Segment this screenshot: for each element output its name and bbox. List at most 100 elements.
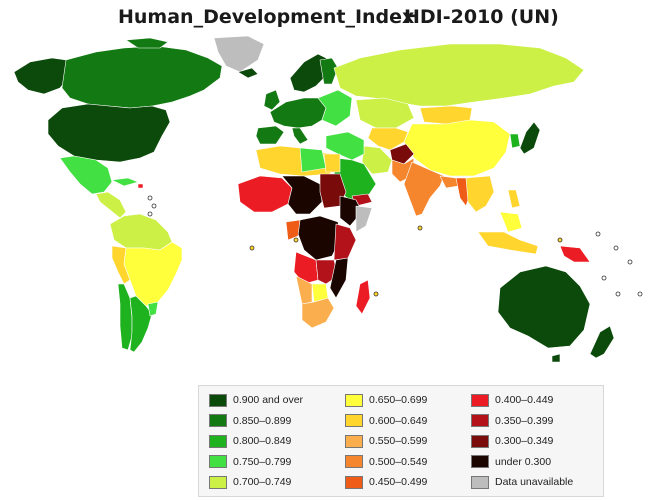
world-map: [13, 36, 643, 363]
region-afghanistan: [389, 143, 415, 165]
legend-label: 0.650–0.699: [369, 394, 428, 406]
legend-swatch: [345, 455, 363, 468]
region-middle-east: [325, 131, 365, 161]
legend-swatch: [345, 414, 363, 427]
legend-label: 0.800–0.849: [233, 435, 292, 447]
legend-label: 0.550–0.599: [369, 435, 428, 447]
region-argentina: [129, 295, 153, 353]
region-japan: [519, 121, 541, 155]
legend-label: Data unavailable: [495, 476, 574, 488]
region-borneo: [499, 211, 523, 233]
legend-item: 0.300–0.349: [471, 433, 553, 449]
region-korea: [509, 133, 521, 149]
legend-item: 0.750–0.799: [209, 454, 291, 470]
region-russia: [333, 43, 585, 107]
legend-item: 0.600–0.649: [345, 413, 427, 429]
region-philippines: [507, 189, 521, 209]
region-egypt: [323, 153, 341, 173]
legend: 0.900 and over 0.850–0.899 0.800–0.849 0.75…: [198, 385, 604, 497]
region-australia: [497, 265, 591, 349]
legend-item: 0.900 and over: [209, 392, 303, 408]
legend-item: 0.550–0.599: [345, 433, 427, 449]
region-new-zealand: [589, 325, 615, 359]
legend-label: 0.700–0.749: [233, 476, 292, 488]
region-iceland: [237, 67, 259, 79]
legend-label: 0.350–0.399: [495, 414, 554, 427]
region-angola: [293, 251, 319, 285]
legend-swatch: [209, 455, 227, 468]
region-east-africa: [333, 223, 357, 261]
legend-label: 0.400–0.449: [495, 394, 554, 406]
region-somalia: [355, 205, 373, 233]
title-source: HDI-2010 (UN): [404, 6, 559, 28]
legend-label: 0.500–0.549: [369, 455, 428, 468]
region-southeast-asia: [465, 175, 495, 213]
region-india: [403, 161, 445, 217]
region-italy: [291, 127, 309, 145]
region-iberia: [255, 125, 285, 145]
legend-item: Data unavailable: [471, 474, 573, 490]
region-south-america-north: [109, 213, 173, 251]
legend-item: 0.500–0.549: [345, 454, 427, 470]
legend-label: 0.900 and over: [233, 394, 304, 406]
legend-swatch: [471, 455, 489, 468]
legend-item: 0.350–0.399: [471, 413, 553, 429]
region-west-africa: [237, 175, 293, 213]
region-gabon: [285, 219, 301, 241]
legend-item: under 0.300: [471, 454, 551, 470]
legend-label: 0.850–0.899: [233, 414, 292, 427]
region-central-africa: [297, 215, 341, 261]
region-libya: [299, 147, 327, 173]
region-kazakhstan: [355, 97, 415, 129]
legend-item: 0.450–0.499: [345, 474, 427, 490]
region-cuba: [111, 177, 139, 187]
region-namibia: [295, 275, 313, 305]
legend-item: 0.400–0.449: [471, 392, 553, 408]
legend-swatch: [345, 393, 363, 407]
region-central-america: [95, 191, 127, 219]
region-iran: [361, 145, 393, 175]
region-alaska: [13, 57, 71, 95]
region-greenland: [213, 36, 265, 73]
legend-label: 0.300–0.349: [495, 435, 554, 447]
region-nepal-bangladesh: [439, 175, 459, 189]
legend-swatch: [209, 393, 227, 407]
region-finland: [319, 57, 339, 85]
legend-swatch: [209, 434, 227, 448]
legend-swatch: [209, 475, 227, 489]
legend-swatch: [345, 475, 363, 489]
region-brazil: [123, 241, 183, 307]
region-canada: [61, 45, 223, 109]
legend-item: 0.850–0.899: [209, 413, 291, 429]
region-madagascar: [355, 279, 371, 315]
region-canada-islands: [125, 37, 169, 49]
legend-label: 0.450–0.499: [369, 476, 428, 488]
legend-swatch: [471, 393, 489, 407]
region-mexico: [59, 155, 113, 195]
legend-swatch: [471, 434, 489, 448]
region-uruguay: [147, 301, 159, 317]
legend-swatch: [471, 414, 489, 427]
legend-item: 0.700–0.749: [209, 474, 291, 490]
legend-swatch: [471, 475, 489, 489]
legend-label: 0.600–0.649: [369, 414, 428, 427]
legend-item: 0.800–0.849: [209, 433, 291, 449]
region-usa: [47, 103, 171, 163]
legend-label: under 0.300: [495, 455, 552, 468]
region-sahel: [281, 175, 323, 215]
legend-swatch: [209, 414, 227, 427]
region-chile: [117, 283, 133, 351]
region-central-asia: [367, 127, 409, 151]
legend-label: 0.750–0.799: [233, 455, 292, 468]
region-mozambique: [329, 257, 349, 299]
region-eastern-europe: [317, 89, 353, 127]
legend-item: 0.650–0.699: [345, 392, 427, 408]
region-haiti: [137, 183, 144, 189]
legend-swatch: [345, 434, 363, 448]
map-title: Human_Development_Index HDI-2010 (UN): [0, 4, 666, 34]
region-south-africa: [301, 297, 335, 329]
title-index-name: Human_Development_Index: [118, 6, 415, 28]
region-uk: [263, 89, 281, 111]
region-peru-bolivia: [111, 245, 131, 285]
island-markers: [147, 195, 643, 297]
